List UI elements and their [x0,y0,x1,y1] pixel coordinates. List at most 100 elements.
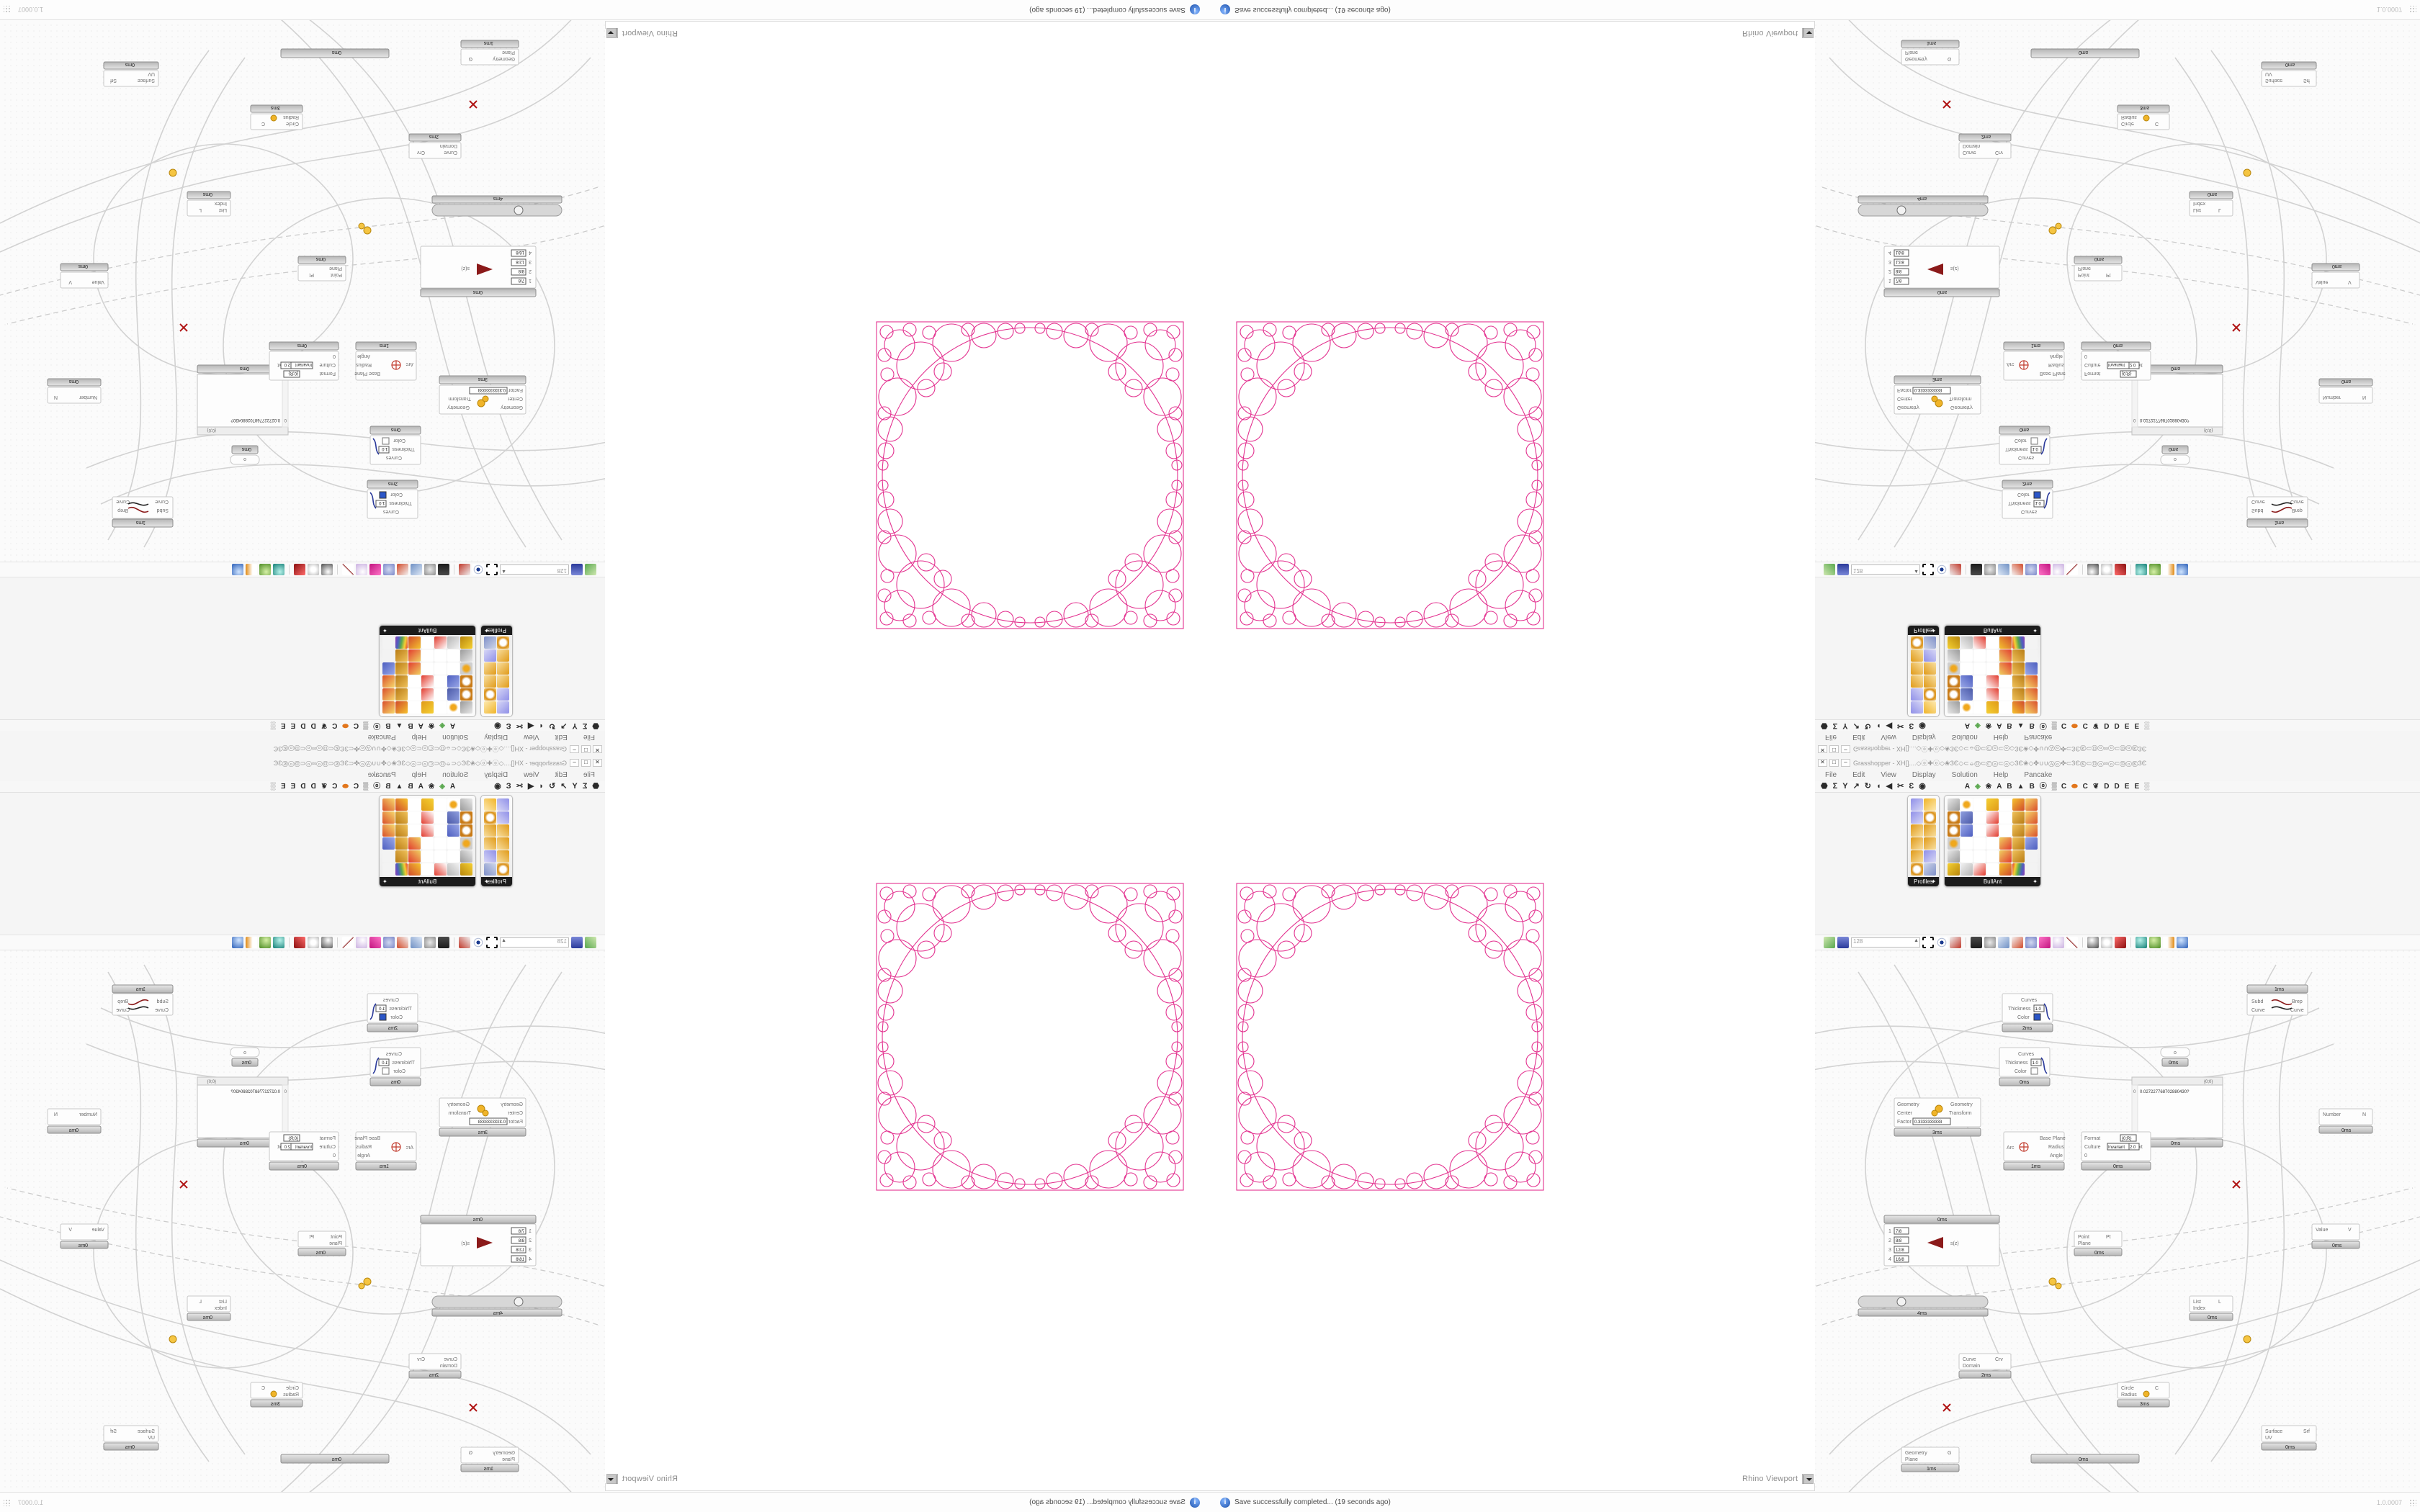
component-ring-column3-icon[interactable] [395,837,408,850]
component-extrude-points3-icon[interactable] [1986,636,1999,649]
menu-bar[interactable]: File Edit View Display Solution Help Pan… [1815,731,2420,743]
component-extrude-points2-icon[interactable] [434,649,447,662]
component-blue-wedge-icon[interactable] [447,688,460,701]
tab-plugin-d2[interactable]: D [300,721,306,730]
component-ring-icon[interactable] [1911,636,1923,649]
component-bars-icon[interactable] [1973,811,1986,824]
green-blob-icon[interactable] [259,937,271,948]
tab-maths-icon[interactable]: Σ [1832,721,1838,730]
tab-sets-icon[interactable]: Υ [1842,721,1848,730]
rhino-viewport-tabbar[interactable]: Rhino Viewport [1739,26,1815,40]
component-ring-column4-icon[interactable] [395,649,408,662]
component-mesh-corner-icon[interactable] [382,811,395,824]
zoom-input[interactable]: 128 ▲ [1851,564,1920,575]
tab-mesh-icon[interactable]: ◀ [1886,721,1893,730]
teal-blob-icon[interactable] [2136,937,2147,948]
component-mesh-corner-icon[interactable] [382,688,395,701]
palette-pin-icon[interactable]: ✦ [484,627,489,634]
spiral-icon[interactable] [1984,937,1996,948]
component-branch-icon[interactable] [447,837,460,850]
tab-plugin-c1[interactable]: C [2061,721,2067,730]
component-box-tube-icon[interactable] [1924,675,1936,688]
component-red-vee2-icon[interactable] [408,824,421,837]
capsule-icon[interactable] [438,564,449,575]
component-node-cluster-icon[interactable] [447,701,460,714]
zoom-input[interactable]: 128 ▲ [500,937,569,948]
component-ibeam-stamp3-icon[interactable] [1924,850,1936,863]
component-blue-cube2-icon[interactable] [382,662,395,675]
capsule-icon[interactable] [1971,937,1982,948]
component-ring-column2-icon[interactable] [395,824,408,837]
component-ibeam2-icon[interactable] [1911,662,1923,675]
scatter-icon[interactable] [2066,564,2078,575]
tab-plugin-shield-icon[interactable]: ⓞ [373,721,381,730]
component-blank2-icon[interactable] [382,636,395,649]
palette-profiles-grid[interactable] [484,798,509,876]
component-extrude-points-icon[interactable] [1999,701,2012,714]
tab-plugin-b2[interactable]: B [2029,721,2035,730]
tab-plugin-a2[interactable]: A [1996,782,2002,791]
component-tab-bar[interactable]: ⬣ Σ Υ ↗ ↻ ◖ ◀ ✂ Ɛ ◉ A ◈ ❀ A B ▲ B ⓞ ▒ C … [0,781,605,793]
tab-plugin-mountain-icon[interactable]: ▲ [395,721,403,730]
sphere-gray-icon[interactable] [2087,564,2099,575]
component-ibeam-stamp-icon[interactable] [1911,701,1923,714]
component-ibeam-stamp-icon[interactable] [1911,798,1923,811]
component-ring2-icon[interactable] [460,811,472,824]
component-red-quad2-icon[interactable] [1986,675,1999,688]
torus-icon[interactable] [2101,564,2112,575]
tab-plugin-grid-icon[interactable]: ▒ [2051,721,2056,730]
component-channel-icon[interactable] [484,798,496,811]
component-red-quad-icon[interactable] [421,688,434,701]
tab-intersect-icon[interactable]: ✂ [1897,721,1904,730]
component-channel-icon[interactable] [1924,798,1936,811]
component-ring-column4-icon[interactable] [395,850,408,863]
save-icon[interactable] [571,564,583,575]
component-cone-gray2-icon[interactable] [1948,649,1960,662]
tab-plugin-a2[interactable]: A [418,782,424,791]
preview-eye-icon[interactable] [472,564,484,575]
tab-params-icon[interactable]: ⬣ [1821,782,1828,791]
component-red-vee-icon[interactable] [408,688,421,701]
component-red-quad-icon[interactable] [1986,688,1999,701]
menu-item-pancake[interactable]: Pancake [367,733,396,741]
paint-icon[interactable] [1950,937,1961,948]
component-circle-tube-icon[interactable] [484,811,496,824]
close-button[interactable]: ✕ [1818,745,1827,754]
component-ibeam-icon[interactable] [1911,675,1923,688]
component-branch-icon[interactable] [1960,662,1973,675]
rhino-viewport-tabbar[interactable]: Rhino Viewport [1739,1472,1815,1486]
tab-sets-icon[interactable]: Υ [572,782,578,791]
menu-item-help[interactable]: Help [1993,771,2009,779]
component-cone-gray2-icon[interactable] [460,850,472,863]
tab-plugin-c2[interactable]: C [332,782,338,791]
tab-plugin-a1[interactable]: A [1964,721,1971,730]
tab-vector-icon[interactable]: ↗ [560,782,568,791]
component-red-cross-icon[interactable] [434,863,447,876]
component-ring-column2-icon[interactable] [2012,675,2025,688]
component-soccer-sphere-icon[interactable] [1948,662,1960,675]
component-ring-column-icon[interactable] [2012,688,2025,701]
component-vee-points-icon[interactable] [434,798,447,811]
tab-plugin-leaf-icon[interactable]: ◈ [439,721,445,730]
component-blank-icon[interactable] [382,649,395,662]
tab-plugin-a2[interactable]: A [418,721,424,730]
component-red-vee2-icon[interactable] [1999,675,2012,688]
component-surface-sweep-icon[interactable] [2012,798,2025,811]
viewport-menu-caret[interactable] [1802,1474,1814,1484]
component-box-tube2-icon[interactable] [484,662,496,675]
component-ibeam-stamp3-icon[interactable] [484,850,496,863]
component-branch2-icon[interactable] [1960,850,1973,863]
palette-pin-icon-2[interactable]: ✦ [2033,878,2038,885]
close-button[interactable]: ✕ [1818,758,1827,767]
window-controls[interactable]: ✕ □ – [1818,745,1850,754]
resize-grip[interactable] [2409,1498,2416,1506]
component-red-vee2-icon[interactable] [408,675,421,688]
menu-bar[interactable]: File Edit View Display Solution Help Pan… [0,769,605,781]
viewport-menu-caret[interactable] [606,1474,618,1484]
component-ring-column4-icon[interactable] [2012,649,2025,662]
tab-transform-icon[interactable]: Ɛ [506,782,511,791]
component-picture-frame-icon[interactable] [447,636,460,649]
pin-icon[interactable] [369,564,381,575]
component-extrude-points3-icon[interactable] [421,863,434,876]
new-document-icon[interactable] [1824,564,1835,575]
